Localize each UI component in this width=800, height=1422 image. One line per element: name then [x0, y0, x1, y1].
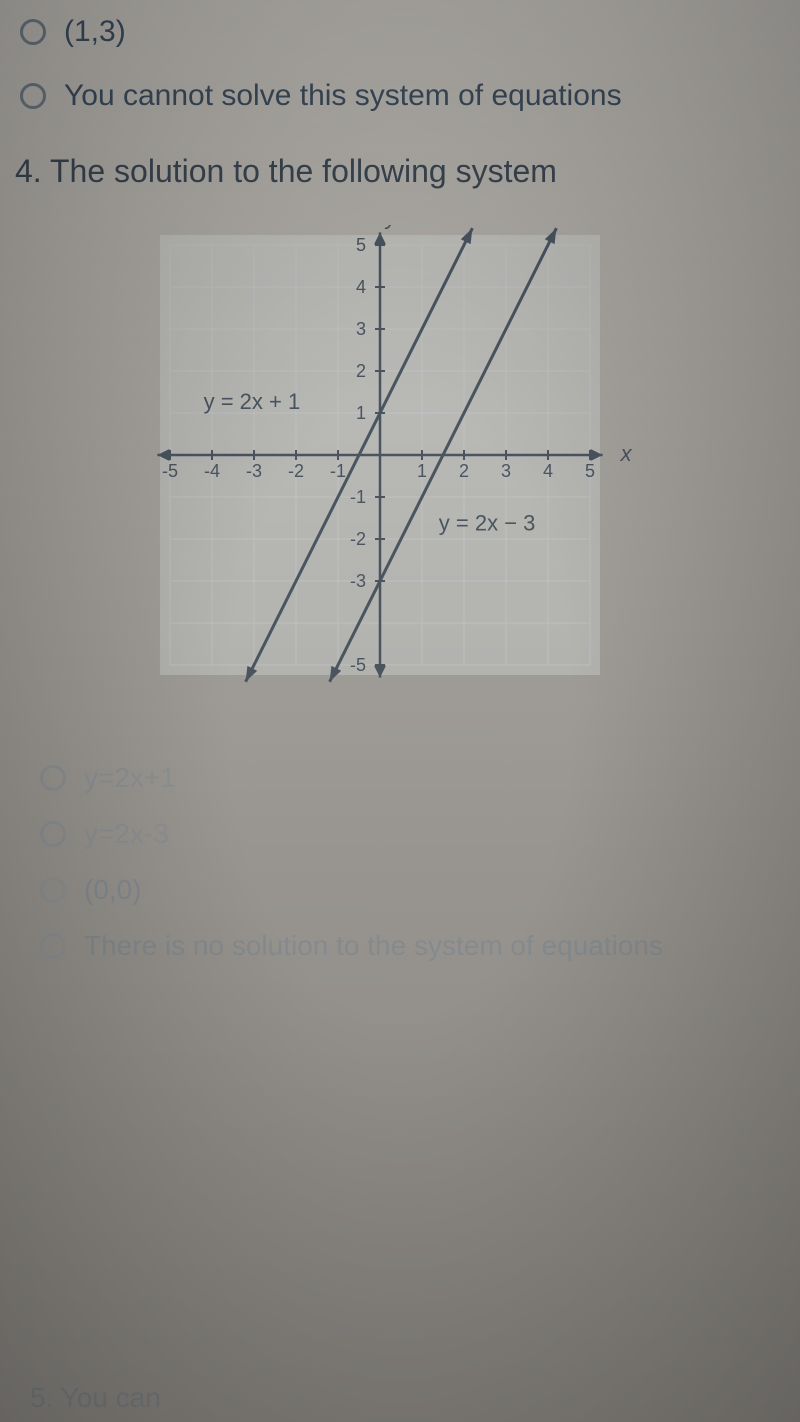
svg-text:1: 1 [356, 403, 366, 423]
svg-text:x: x [620, 441, 633, 466]
radio-icon [20, 83, 46, 109]
svg-text:3: 3 [356, 319, 366, 339]
answer-label: There is no solution to the system of eq… [84, 930, 663, 962]
svg-text:y = 2x + 1: y = 2x + 1 [204, 389, 301, 414]
prev-option-a[interactable]: (1,3) [0, 0, 800, 64]
svg-text:2: 2 [459, 461, 469, 481]
question-text: The solution to the following system [50, 153, 557, 189]
option-label: (1,3) [64, 15, 126, 49]
svg-text:4: 4 [543, 461, 553, 481]
svg-text:-4: -4 [204, 461, 220, 481]
answer-option-b[interactable]: y=2x-3 [40, 806, 760, 862]
svg-text:-3: -3 [246, 461, 262, 481]
answer-option-d[interactable]: There is no solution to the system of eq… [40, 918, 760, 974]
svg-text:4: 4 [356, 277, 366, 297]
answer-option-a[interactable]: y=2x+1 [40, 750, 760, 806]
svg-text:y: y [384, 225, 399, 229]
answer-options: y=2x+1 y=2x-3 (0,0) There is no solution… [0, 720, 800, 974]
radio-icon [40, 877, 66, 903]
question-number: 4. [15, 153, 42, 189]
answer-label: y=2x+1 [84, 762, 176, 794]
answer-option-c[interactable]: (0,0) [40, 862, 760, 918]
radio-icon [40, 765, 66, 791]
question-header: 4. The solution to the following system [0, 128, 800, 210]
prev-option-b[interactable]: You cannot solve this system of equation… [0, 64, 800, 128]
svg-text:3: 3 [501, 461, 511, 481]
svg-text:-5: -5 [162, 461, 178, 481]
svg-text:-5: -5 [350, 655, 366, 675]
chart-graph: -5 -4 -3 -2 -1 1 2 3 4 5 -5 -3 -2 -1 1 2 3 4 5 x y y = 2x + 1… [100, 225, 700, 705]
svg-text:1: 1 [417, 461, 427, 481]
svg-text:-2: -2 [288, 461, 304, 481]
svg-text:5: 5 [356, 235, 366, 255]
svg-text:2: 2 [356, 361, 366, 381]
option-label: You cannot solve this system of equation… [64, 79, 622, 113]
answer-label: (0,0) [84, 874, 142, 906]
svg-text:-1: -1 [350, 487, 366, 507]
radio-icon [40, 933, 66, 959]
svg-text:-2: -2 [350, 529, 366, 549]
svg-text:-3: -3 [350, 571, 366, 591]
next-question-hint: 5. You can [30, 1382, 161, 1414]
answer-label: y=2x-3 [84, 818, 169, 850]
radio-icon [40, 821, 66, 847]
radio-icon [20, 19, 46, 45]
svg-text:-1: -1 [330, 461, 346, 481]
svg-text:y = 2x − 3: y = 2x − 3 [439, 511, 536, 536]
svg-text:5: 5 [585, 461, 595, 481]
